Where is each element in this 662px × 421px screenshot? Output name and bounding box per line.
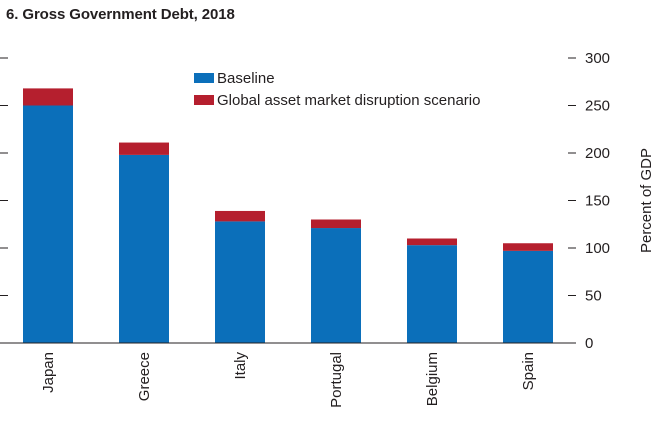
y-tick-label: 250 xyxy=(585,98,610,115)
y-tick-label: 300 xyxy=(585,50,610,67)
x-tick-label: Spain xyxy=(520,352,537,390)
legend-swatch-0 xyxy=(194,73,214,83)
y-axis: 0 50 100 150 200 250 300 Percent of GDP xyxy=(0,50,655,352)
bars xyxy=(23,88,553,343)
bar-greece-series-0 xyxy=(119,154,169,343)
y-tick-label: 0 xyxy=(585,335,593,352)
legend-swatch-1 xyxy=(194,95,214,105)
bar-italy-series-1 xyxy=(215,210,265,222)
bar-greece-series-1 xyxy=(119,142,169,155)
x-tick-label: Belgium xyxy=(424,352,441,406)
legend: Baseline Global asset market disruption s… xyxy=(194,70,480,109)
y-axis-title: Percent of GDP xyxy=(638,148,655,253)
y-tick-label: 50 xyxy=(585,288,602,305)
y-tick-label: 200 xyxy=(585,145,610,162)
bar-belgium-series-0 xyxy=(407,245,457,343)
x-tick-label: Japan xyxy=(40,352,57,393)
y-tick-label: 100 xyxy=(585,240,610,257)
x-tick-label: Greece xyxy=(136,352,153,401)
bar-japan-series-1 xyxy=(23,88,73,106)
chart-title: 6. Gross Government Debt, 2018 xyxy=(6,6,235,23)
bar-belgium-series-1 xyxy=(407,238,457,246)
bar-spain-series-0 xyxy=(503,250,553,343)
bar-italy-series-0 xyxy=(215,221,265,343)
y-tick-label: 150 xyxy=(585,193,610,210)
bar-portugal-series-0 xyxy=(311,228,361,343)
bar-japan-series-0 xyxy=(23,105,73,343)
x-tick-label: Italy xyxy=(232,352,249,380)
legend-label: Global asset market disruption scenario xyxy=(217,92,480,109)
legend-label: Baseline xyxy=(217,70,275,87)
x-axis: Japan Greece Italy Portugal Belgium Spain xyxy=(40,352,537,408)
bar-portugal-series-1 xyxy=(311,219,361,229)
bar-spain-series-1 xyxy=(503,243,553,251)
x-tick-label: Portugal xyxy=(328,352,345,408)
